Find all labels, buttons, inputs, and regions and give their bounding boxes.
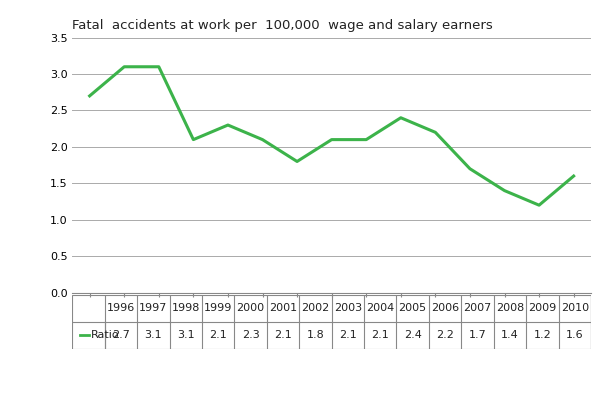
Text: 1.8: 1.8 [306,331,324,340]
Text: 1.2: 1.2 [534,331,551,340]
Text: 2.3: 2.3 [242,331,259,340]
Text: 1997: 1997 [139,303,168,313]
Text: Fatal  accidents at work per  100,000  wage and salary earners: Fatal accidents at work per 100,000 wage… [72,19,493,32]
Text: 2.4: 2.4 [404,331,421,340]
Text: 1.4: 1.4 [501,331,519,340]
Text: 2001: 2001 [269,303,297,313]
Text: 2006: 2006 [431,303,459,313]
Text: 2010: 2010 [561,303,589,313]
Text: 1999: 1999 [204,303,232,313]
Text: 1998: 1998 [172,303,200,313]
Text: 2007: 2007 [463,303,491,313]
Text: 2002: 2002 [302,303,330,313]
Text: 2.1: 2.1 [339,331,357,340]
Text: 2.2: 2.2 [436,331,454,340]
Text: 2005: 2005 [399,303,427,313]
Text: 2.1: 2.1 [274,331,292,340]
Text: 3.1: 3.1 [177,331,195,340]
Text: 2003: 2003 [334,303,362,313]
Text: 2.1: 2.1 [209,331,227,340]
Text: 2004: 2004 [366,303,394,313]
Text: 1.7: 1.7 [469,331,487,340]
Text: 1.6: 1.6 [566,331,584,340]
Text: 2008: 2008 [496,303,524,313]
Text: 3.1: 3.1 [145,331,162,340]
Text: 2000: 2000 [236,303,265,313]
Text: 1996: 1996 [107,303,135,313]
Text: Ratio: Ratio [91,331,119,340]
Text: 2009: 2009 [528,303,557,313]
Text: 2.1: 2.1 [371,331,389,340]
Text: 2.7: 2.7 [112,331,130,340]
